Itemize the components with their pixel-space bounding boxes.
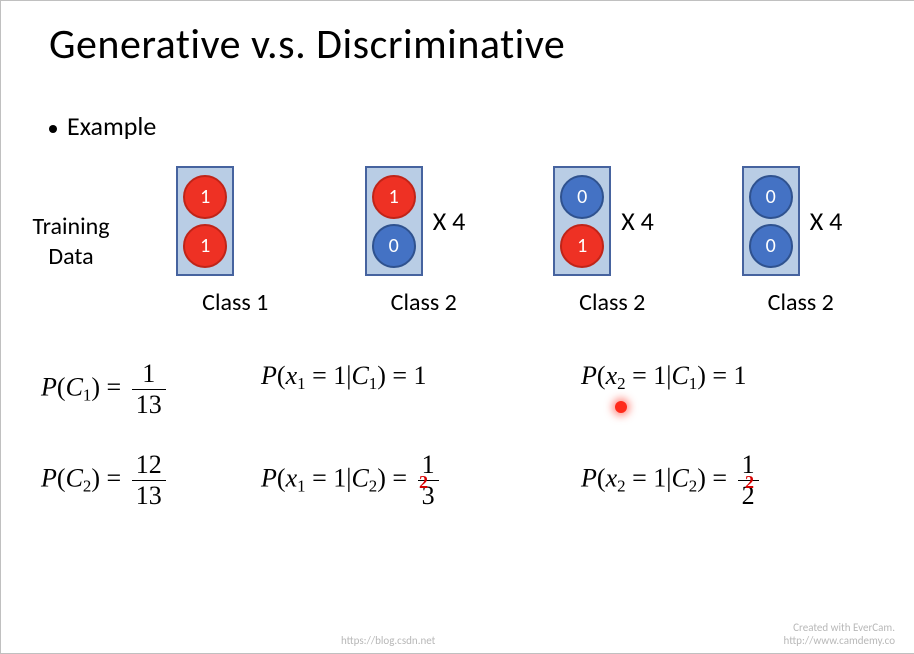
formula-px2-c1: P(x2 = 1|C1) = 1 xyxy=(581,361,901,418)
card-with-multiplier: 01X 4 xyxy=(553,166,671,276)
feature-card: 01 xyxy=(553,166,611,276)
formula-grid: P(C1) = 113 P(x1 = 1|C1) = 1 P(x2 = 1|C1… xyxy=(1,317,914,509)
watermark-right: Created with EverCam. http://www.camdemy… xyxy=(784,621,895,647)
watermark-left: https://blog.csdn.net xyxy=(341,634,435,647)
card-with-multiplier: 11 xyxy=(176,166,294,276)
data-card-group: 00X 4Class 2 xyxy=(742,166,860,317)
slide-title: Generative v.s. Discriminative xyxy=(1,1,914,70)
feature-card: 11 xyxy=(176,166,234,276)
cards-container: 11Class 110X 4Class 201X 4Class 200X 4Cl… xyxy=(141,166,914,317)
formula-px2-c2: P(x2 = 1|C2) = 12 2 xyxy=(581,452,901,509)
multiplier-label: X 4 xyxy=(433,205,483,237)
class-label: Class 1 xyxy=(202,288,268,317)
hand-annotation-icon: 2 xyxy=(745,472,754,493)
card-with-multiplier: 00X 4 xyxy=(742,166,860,276)
watermark-right-l1: Created with EverCam. xyxy=(784,621,895,634)
data-card-group: 10X 4Class 2 xyxy=(365,166,483,317)
bullet-text: Example xyxy=(67,110,156,142)
multiplier-label: X 4 xyxy=(810,205,860,237)
bullet-dot xyxy=(49,125,57,133)
training-data-label: Training Data xyxy=(1,212,141,272)
feature-circle: 0 xyxy=(749,175,793,219)
feature-circle: 0 xyxy=(560,175,604,219)
data-card-group: 01X 4Class 2 xyxy=(553,166,671,317)
feature-circle: 1 xyxy=(560,224,604,268)
feature-circle: 0 xyxy=(749,224,793,268)
formula-px1-c2: P(x1 = 1|C2) = 13 2 xyxy=(261,452,581,509)
feature-card: 10 xyxy=(365,166,423,276)
laser-pointer-icon xyxy=(615,401,627,413)
example-bullet: Example xyxy=(1,70,914,142)
feature-card: 00 xyxy=(742,166,800,276)
training-label-line2: Data xyxy=(1,242,141,272)
data-card-group: 11Class 1 xyxy=(176,166,294,317)
card-with-multiplier: 10X 4 xyxy=(365,166,483,276)
formula-p-c2: P(C2) = 1213 xyxy=(41,452,261,509)
formula-p-c1: P(C1) = 113 xyxy=(41,361,261,418)
hand-annotation-icon: 2 xyxy=(419,472,428,493)
feature-circle: 1 xyxy=(183,175,227,219)
feature-circle: 1 xyxy=(372,175,416,219)
formula-px1-c1: P(x1 = 1|C1) = 1 xyxy=(261,361,581,418)
feature-circle: 0 xyxy=(372,224,416,268)
class-label: Class 2 xyxy=(768,288,834,317)
feature-circle: 1 xyxy=(183,224,227,268)
class-label: Class 2 xyxy=(579,288,645,317)
class-label: Class 2 xyxy=(391,288,457,317)
multiplier-label: X 4 xyxy=(621,205,671,237)
training-row: Training Data 11Class 110X 4Class 201X 4… xyxy=(1,142,914,317)
training-label-line1: Training xyxy=(1,212,141,242)
watermark-right-l2: http://www.camdemy.co xyxy=(784,634,895,647)
